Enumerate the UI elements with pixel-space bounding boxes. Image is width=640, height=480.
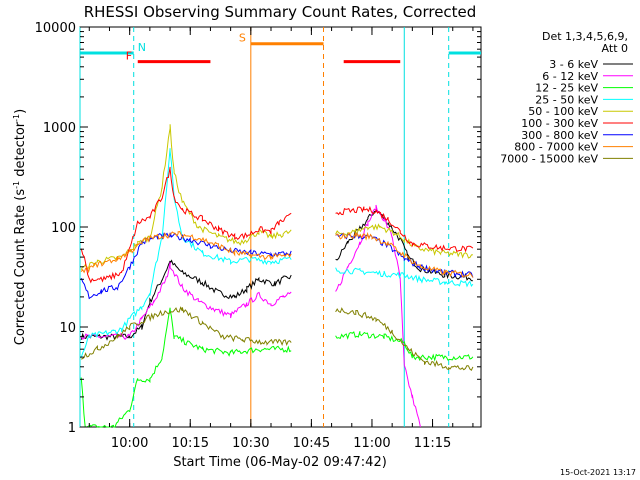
legend-attenuator: Att 0 bbox=[602, 42, 628, 55]
x-tick-label: 10:00 bbox=[111, 436, 148, 451]
x-tick-label: 11:00 bbox=[353, 436, 390, 451]
x-tick-label: 10:30 bbox=[232, 436, 269, 451]
y-axis-label-end: ) bbox=[13, 109, 28, 114]
series-line bbox=[80, 232, 292, 300]
series-line bbox=[80, 306, 292, 360]
marker-label: N bbox=[138, 41, 146, 54]
legend-entry-label: 6 - 12 keV bbox=[542, 70, 598, 83]
x-axis-ticks: 10:00 10:15 10:30 10:45 11:00 11:15 bbox=[88, 27, 474, 451]
x-axis-label: Start Time (06-May-02 09:47:42) bbox=[173, 455, 387, 470]
y-tick-label: 10000 bbox=[35, 21, 76, 36]
series-line bbox=[335, 223, 473, 259]
series-lines bbox=[80, 124, 474, 428]
x-tick-label: 10:15 bbox=[172, 436, 209, 451]
marker-label: S bbox=[239, 32, 246, 45]
legend-header: Det 1,3,4,5,6,9, bbox=[542, 30, 628, 43]
y-tick-label: 1 bbox=[68, 421, 76, 436]
chart-title: RHESSI Observing Summary Count Rates, Co… bbox=[84, 3, 477, 21]
footer-date: 15-Oct-2021 13:17 bbox=[560, 468, 636, 477]
series-line bbox=[80, 166, 292, 284]
y-tick-label: 10 bbox=[59, 321, 76, 336]
legend-entry-label: 12 - 25 keV bbox=[535, 82, 598, 95]
series-line bbox=[80, 307, 292, 428]
series-line bbox=[80, 231, 292, 274]
y-axis-label: Corrected Count Rate (s-1 detector-1) bbox=[12, 109, 28, 345]
series-line bbox=[335, 232, 474, 279]
y-axis-label-main: Corrected Count Rate (s bbox=[13, 189, 28, 346]
y-tick-label: 100 bbox=[51, 221, 76, 236]
legend-entry-label: 50 - 100 keV bbox=[528, 105, 598, 118]
series-line bbox=[335, 231, 474, 278]
series-line bbox=[335, 205, 474, 253]
series-line bbox=[335, 267, 474, 288]
legend-entry-label: 3 - 6 keV bbox=[549, 58, 598, 71]
y-axis-label-sup2: -1 bbox=[12, 114, 21, 122]
series-line bbox=[335, 204, 421, 428]
series-line bbox=[80, 124, 292, 271]
marker-label: F bbox=[126, 50, 132, 63]
series-line bbox=[335, 331, 474, 362]
legend-entry-label: 100 - 300 keV bbox=[521, 117, 598, 130]
y-tick-label: 1000 bbox=[43, 121, 76, 136]
x-tick-label: 11:15 bbox=[414, 436, 451, 451]
observing-markers: N S F bbox=[79, 27, 481, 427]
legend-entry-label: 300 - 800 keV bbox=[521, 129, 598, 142]
legend-entry-label: 7000 - 15000 keV bbox=[500, 152, 598, 165]
legend-entry-label: 800 - 7000 keV bbox=[514, 141, 598, 154]
plot-frame bbox=[79, 26, 482, 428]
y-axis-label-mid: detector bbox=[13, 121, 28, 181]
series-line bbox=[80, 148, 292, 358]
legend-entry-label: 25 - 50 keV bbox=[535, 93, 598, 106]
y-axis-label-sup1: -1 bbox=[12, 181, 21, 189]
y-axis-ticks: 1 10 100 1000 10000 bbox=[35, 21, 481, 436]
x-tick-label: 10:45 bbox=[293, 436, 330, 451]
series-line bbox=[335, 307, 474, 371]
